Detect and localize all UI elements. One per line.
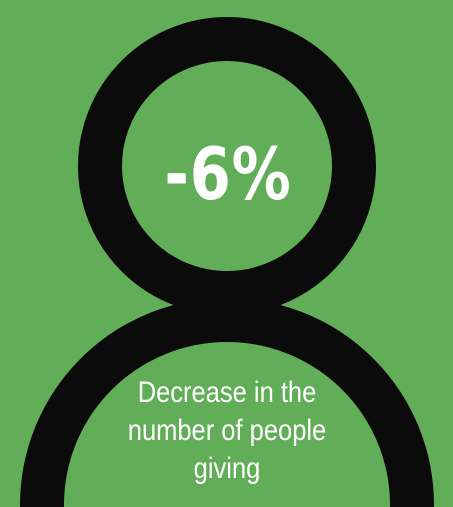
person-body-outline	[19, 298, 434, 507]
stat-value: -6%	[164, 132, 292, 216]
stat-caption: Decrease in the number of people giving	[127, 376, 327, 485]
person-head-outline	[78, 17, 376, 315]
